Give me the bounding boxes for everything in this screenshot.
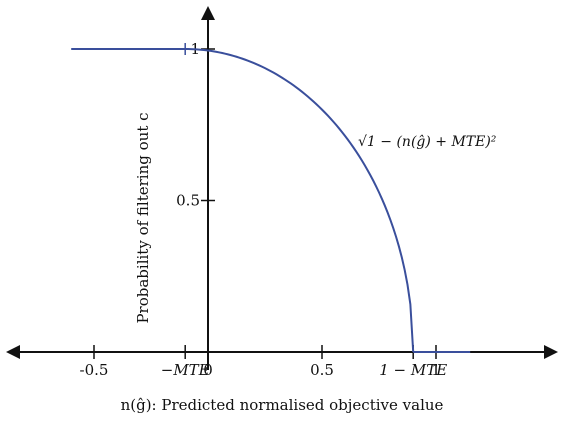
y-axis-top-arrow bbox=[201, 6, 215, 20]
x-axis-right-arrow bbox=[544, 345, 558, 359]
axes bbox=[6, 6, 558, 370]
series-line-segment bbox=[185, 48, 415, 353]
y-tick-label: 0.5 bbox=[176, 192, 200, 210]
x-tick-label: −MTE bbox=[161, 361, 210, 379]
x-axis-left-arrow bbox=[6, 345, 20, 359]
x-tick-label: 1 bbox=[431, 361, 441, 379]
series-group bbox=[71, 43, 471, 353]
x-tick-label: 0.5 bbox=[310, 361, 334, 379]
curve-label: √1 − (n(ĝ) + MTE)² bbox=[358, 133, 497, 150]
x-tick-label: 0 bbox=[203, 361, 213, 379]
x-tick-label: 1 − MTE bbox=[379, 361, 447, 379]
y-axis-title: Probability of filtering out c bbox=[134, 112, 152, 323]
y-ticks: 0.51 bbox=[176, 40, 215, 210]
x-axis-title: n(ĝ): Predicted normalised objective val… bbox=[121, 396, 444, 414]
x-tick-label: -0.5 bbox=[80, 361, 109, 379]
